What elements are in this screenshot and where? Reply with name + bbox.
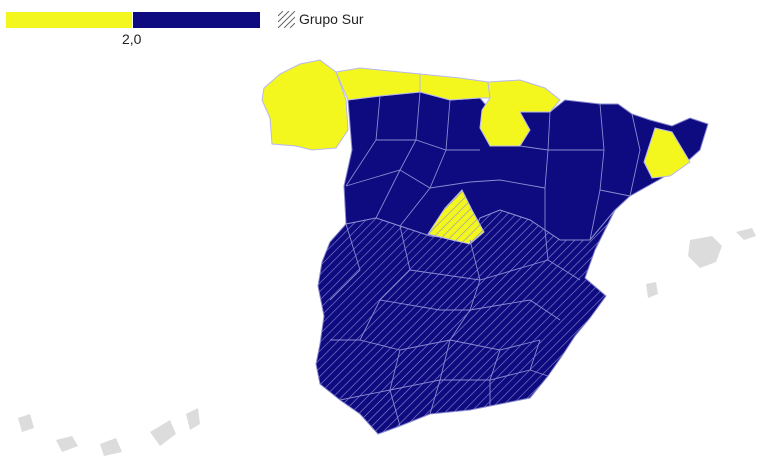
neighbour-land <box>18 228 756 456</box>
province-borders <box>329 91 641 427</box>
legend-hatch-label: Grupo Sur <box>299 11 364 27</box>
diagonal-hatch-icon <box>278 11 295 28</box>
balearic-menorca <box>736 228 756 240</box>
region-cantabria <box>419 73 491 101</box>
region-galicia <box>261 59 349 151</box>
canary-islands <box>18 408 200 456</box>
balearic-ibiza <box>646 282 658 298</box>
balearic-mallorca <box>688 236 722 268</box>
region-girona <box>643 127 691 179</box>
map-legend: 2,0 Grupo Sur <box>0 0 766 50</box>
region-pais-vasco-rioja <box>479 79 561 147</box>
legend-scale-tick: 2,0 <box>122 31 142 47</box>
legend-scale-high <box>133 12 260 28</box>
hatch-overlay-madrid <box>428 190 484 244</box>
legend-scale-low <box>6 12 132 28</box>
hatch-overlay-south <box>316 210 615 434</box>
